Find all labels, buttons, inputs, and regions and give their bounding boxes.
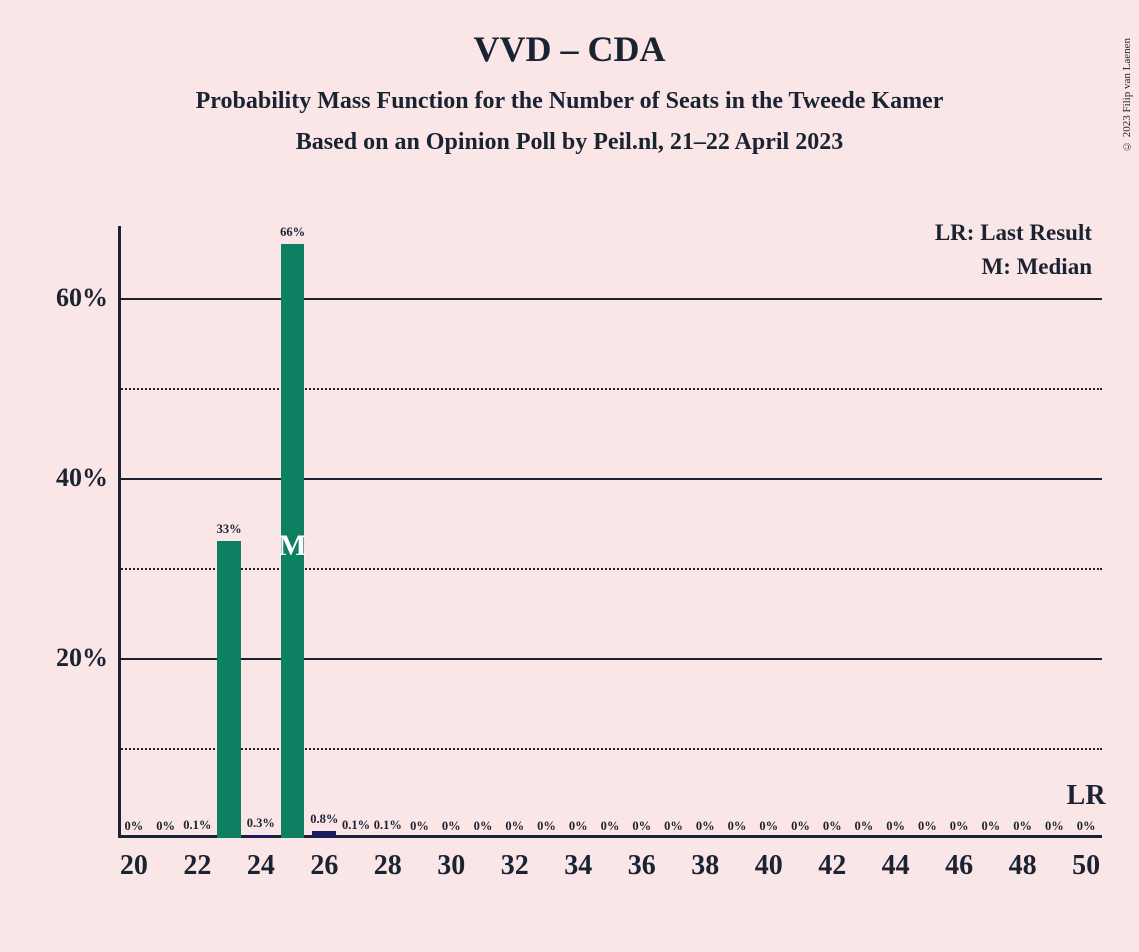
chart-plot-area: LR: Last Result M: Median 20%40%60%0%0%0… — [118, 226, 1102, 838]
x-axis-tick-label: 30 — [437, 850, 465, 882]
bar-value-label: 0% — [569, 819, 588, 834]
bar — [185, 837, 209, 838]
bar-value-label: 0% — [632, 819, 651, 834]
plot-frame — [118, 226, 1102, 838]
bar-value-label: 0% — [728, 819, 747, 834]
x-axis-tick-label: 42 — [818, 850, 846, 882]
gridline-major — [118, 658, 1102, 660]
chart-main-title: VVD – CDA — [0, 28, 1139, 70]
x-axis-tick-label: 22 — [183, 850, 211, 882]
x-axis-tick-label: 48 — [1009, 850, 1037, 882]
y-axis-tick-label: 40% — [56, 463, 108, 493]
chart-subtitle-1: Probability Mass Function for the Number… — [0, 88, 1139, 115]
bar-value-label: 0% — [1077, 819, 1096, 834]
bar-value-label: 0% — [950, 819, 969, 834]
bar-value-label: 0% — [696, 819, 715, 834]
x-axis-tick-label: 20 — [120, 850, 148, 882]
gridline-major — [118, 298, 1102, 300]
bar-value-label: 0% — [156, 819, 175, 834]
bar-value-label: 0% — [982, 819, 1001, 834]
bar-value-label: 0% — [537, 819, 556, 834]
bar-value-label: 0.8% — [310, 812, 338, 827]
gridline-major — [118, 478, 1102, 480]
bar-value-label: 0% — [855, 819, 874, 834]
x-axis-tick-label: 28 — [374, 850, 402, 882]
bar-value-label: 0.1% — [342, 818, 370, 833]
bar-value-label: 0% — [791, 819, 810, 834]
bar — [376, 837, 400, 838]
x-axis-tick-label: 40 — [755, 850, 783, 882]
median-marker: M — [278, 529, 306, 563]
bar-value-label: 0% — [918, 819, 937, 834]
bar-value-label: 0.1% — [374, 818, 402, 833]
bar-value-label: 0.3% — [247, 816, 275, 831]
gridline-minor — [118, 748, 1102, 750]
bar-value-label: 0% — [410, 819, 429, 834]
x-axis-tick-label: 24 — [247, 850, 275, 882]
x-axis-tick-label: 26 — [310, 850, 338, 882]
x-axis-tick-label: 34 — [564, 850, 592, 882]
bar — [312, 831, 336, 838]
y-axis-tick-label: 20% — [56, 643, 108, 673]
x-axis-tick-label: 44 — [882, 850, 910, 882]
bar — [344, 837, 368, 838]
gridline-minor — [118, 568, 1102, 570]
bar-value-label: 0% — [505, 819, 524, 834]
x-axis-tick-label: 32 — [501, 850, 529, 882]
bar-value-label: 0% — [124, 819, 143, 834]
gridline-minor — [118, 388, 1102, 390]
x-axis-tick-label: 36 — [628, 850, 656, 882]
chart-subtitle-2: Based on an Opinion Poll by Peil.nl, 21–… — [0, 129, 1139, 156]
bar-value-label: 0% — [1045, 819, 1064, 834]
bar — [217, 541, 241, 838]
bar-value-label: 0% — [664, 819, 683, 834]
last-result-marker: LR — [1067, 780, 1106, 812]
bar-value-label: 0.1% — [183, 818, 211, 833]
bar-value-label: 0% — [759, 819, 778, 834]
bar-value-label: 0% — [1013, 819, 1032, 834]
bar-value-label: 0% — [823, 819, 842, 834]
bar-value-label: 66% — [280, 225, 305, 240]
bar-value-label: 0% — [601, 819, 620, 834]
x-axis-tick-label: 46 — [945, 850, 973, 882]
y-axis-tick-label: 60% — [56, 283, 108, 313]
bar-value-label: 33% — [217, 522, 242, 537]
bar — [249, 835, 273, 838]
copyright-notice: © 2023 Filip van Laenen — [1121, 38, 1133, 152]
bar-value-label: 0% — [442, 819, 461, 834]
x-axis-tick-label: 50 — [1072, 850, 1100, 882]
x-axis-tick-label: 38 — [691, 850, 719, 882]
bar-value-label: 0% — [886, 819, 905, 834]
bar-value-label: 0% — [474, 819, 493, 834]
